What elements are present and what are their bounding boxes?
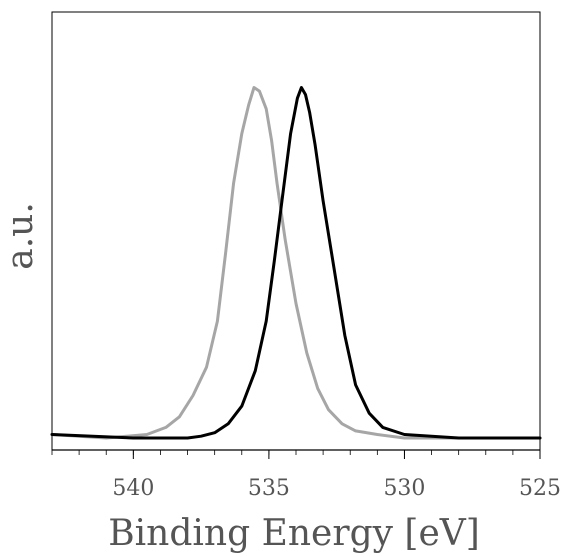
x-axis-title: Binding Energy [eV] [108, 513, 480, 554]
x-major-ticks [132, 450, 541, 459]
y-axis-title: a.u. [0, 202, 41, 270]
x-tick-label: 525 [519, 476, 561, 501]
gray-spectrum-line [50, 86, 542, 440]
x-tick-label: 530 [383, 476, 425, 501]
plot-frame [51, 11, 541, 451]
x-minor-ticks [51, 450, 541, 455]
x-tick-label: 535 [248, 476, 290, 501]
x-tick-label: 540 [112, 476, 154, 501]
black-spectrum-line [50, 86, 542, 440]
series-group [50, 86, 542, 440]
x-tick-labels: 540 535 530 525 [112, 476, 561, 501]
